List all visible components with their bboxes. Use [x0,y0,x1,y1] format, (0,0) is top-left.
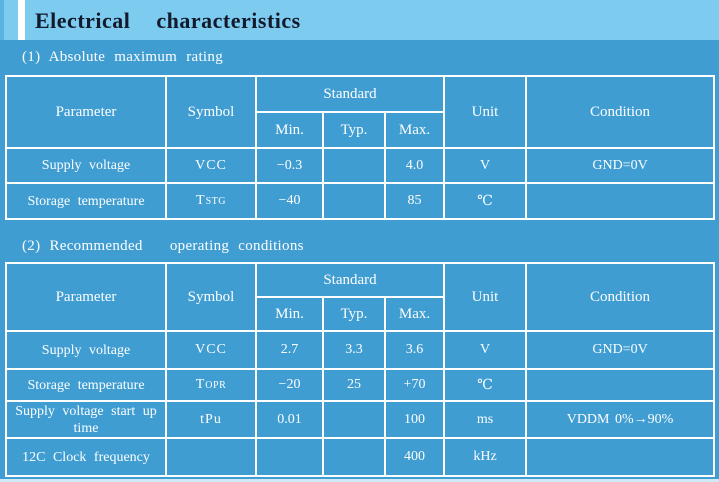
col-header-typ: Typ. [322,296,386,332]
header-row-1: Parameter Symbol Standard Unit Condition [5,75,716,149]
table-row: Supply voltage VCC 2.7 3.3 3.6 V GND=0V [5,330,716,370]
parameter-cell: 12C Clock frequency [5,437,167,477]
band-left-edge [0,0,4,40]
spec-table: Parameter Symbol Standard Unit Condition… [5,262,716,477]
title-accent-stripe [18,0,25,40]
page-bottom-edge [0,479,719,482]
symbol-base: tPu [200,411,222,427]
parameter-cell: Supply voltage [5,330,167,370]
col-header-condition: Condition [525,75,716,149]
col-header-standard: Standard [254,75,446,113]
typ-cell: 3.3 [322,330,386,370]
section-1-label: (1) Absolute maximum rating [22,49,223,65]
recommended-operating-conditions-table: Parameter Symbol Standard Unit Condition… [5,262,716,477]
col-header-min: Min. [255,296,324,332]
symbol-cell: tPu [165,400,257,439]
col-header-standard: Standard [254,262,446,298]
condition-cell: GND=0V [525,330,716,370]
table-row: Supply voltage VCC −0.3 4.0 V GND=0V [5,147,716,184]
symbol-base: T [196,193,206,208]
parameter-cell: Supply voltage [5,147,167,184]
typ-cell [322,437,386,477]
symbol-cell [165,437,257,477]
max-cell: 85 [383,182,446,220]
col-header-unit: Unit [443,75,528,149]
col-header-parameter: Parameter [5,75,167,149]
typ-cell [322,400,386,439]
symbol-cell: VCC [165,330,257,370]
condition-cell [525,437,716,477]
parameter-cell: Storage temperature [5,368,167,402]
header-row-1: Parameter Symbol Standard Unit Condition [5,262,716,332]
symbol-sub: OPR [205,380,227,391]
symbol-sub: STG [205,196,226,207]
col-header-condition: Condition [525,262,716,332]
symbol-base: VCC [195,342,227,357]
table-row: Supply voltage start up time tPu 0.01 10… [5,400,716,439]
symbol-cell: TSTG [165,182,257,220]
unit-cell: kHz [443,437,528,477]
symbol-base: VCC [195,157,227,173]
absolute-maximum-rating-table: Parameter Symbol Standard Unit Condition… [5,75,716,220]
section-2-label: (2) Recommended operating conditions [22,238,304,254]
unit-cell: V [443,147,528,184]
page-title: Electrical characteristics [35,8,301,33]
unit-cell: ℃ [443,368,528,402]
condition-cell: VDDM 0%→90% [525,400,716,439]
col-header-unit: Unit [443,262,528,332]
col-header-typ: Typ. [322,111,386,149]
symbol-cell: TOPR [165,368,257,402]
col-header-max: Max. [383,296,446,332]
condition-cell [525,182,716,220]
table-row: Storage temperature TSTG −40 85 ℃ [5,182,716,220]
parameter-cell: Storage temperature [5,182,167,220]
condition-cell [525,368,716,402]
col-header-parameter: Parameter [5,262,167,332]
col-header-min: Min. [255,111,324,149]
title-band: Electrical characteristics [0,0,719,40]
symbol-cell: VCC [165,147,257,184]
typ-cell: 25 [322,368,386,402]
unit-cell: V [443,330,528,370]
max-cell: 3.6 [383,330,446,370]
min-cell: 2.7 [255,330,324,370]
parameter-cell: Supply voltage start up time [5,400,167,439]
min-cell [255,437,324,477]
col-header-symbol: Symbol [165,262,257,332]
spec-table: Parameter Symbol Standard Unit Condition… [5,75,716,220]
max-cell: +70 [383,368,446,402]
col-header-symbol: Symbol [165,75,257,149]
unit-cell: ℃ [443,182,528,220]
max-cell: 100 [383,400,446,439]
table-row: Storage temperature TOPR −20 25 +70 ℃ [5,368,716,402]
typ-cell [322,147,386,184]
condition-cell: GND=0V [525,147,716,184]
header-row-2: Min. Typ. Max. [6,111,714,149]
unit-cell: ms [443,400,528,439]
max-cell: 4.0 [383,147,446,184]
col-header-max: Max. [383,111,446,149]
header-row-2: Min. Typ. Max. [6,296,714,332]
min-cell: −0.3 [255,147,324,184]
max-cell: 400 [383,437,446,477]
typ-cell [322,182,386,220]
min-cell: 0.01 [255,400,324,439]
symbol-base: T [195,377,206,392]
min-cell: −40 [255,182,324,220]
table-row: 12C Clock frequency 400 kHz [5,437,716,477]
min-cell: −20 [255,368,324,402]
